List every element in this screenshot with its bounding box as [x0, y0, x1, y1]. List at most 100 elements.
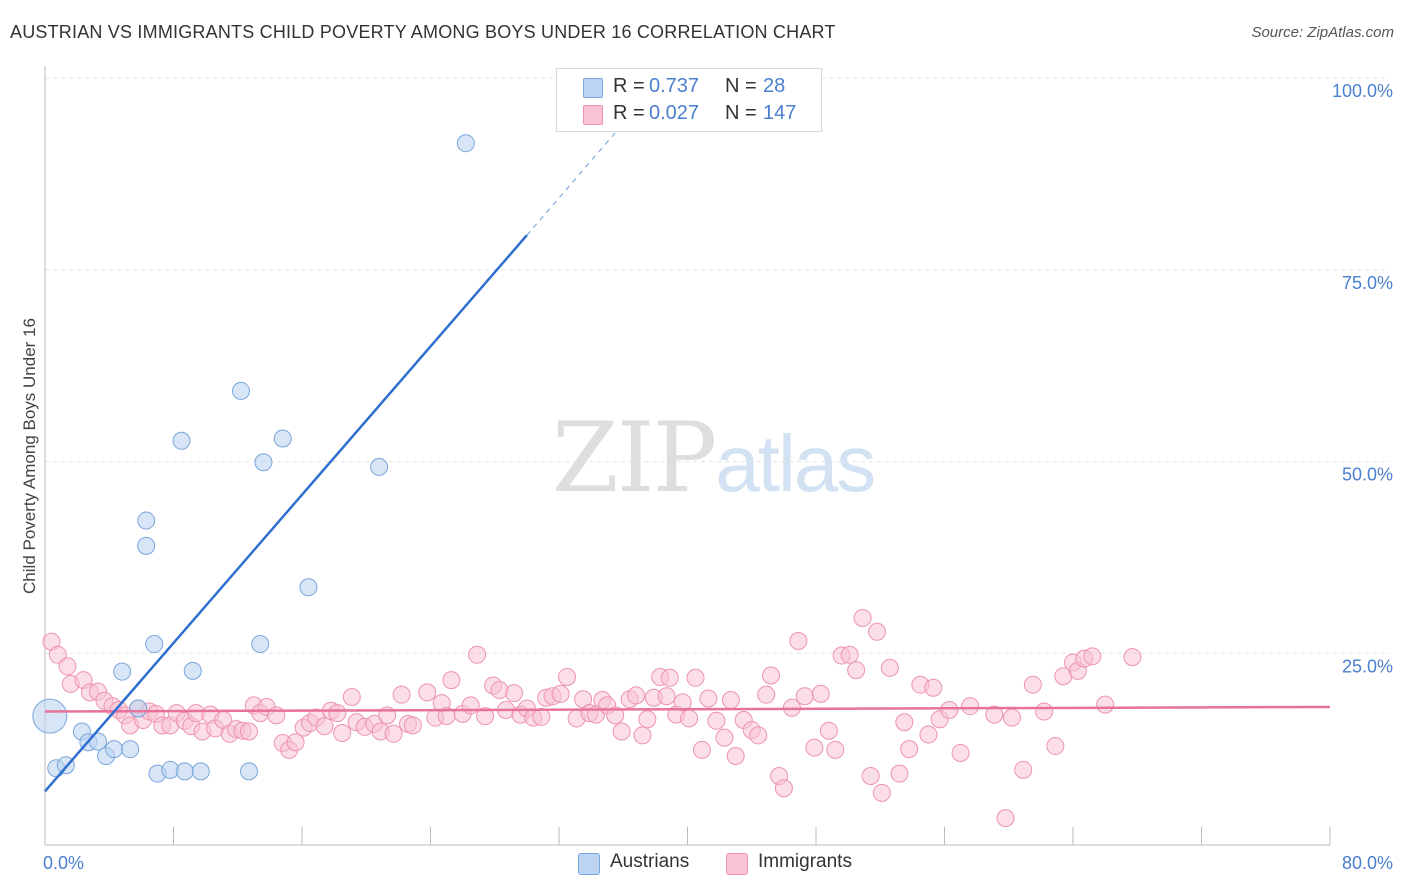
austrians-point — [273, 429, 292, 448]
immigrants-point — [657, 687, 676, 706]
immigrants-point — [551, 684, 570, 703]
legend-r-value: 0.737 — [649, 75, 700, 97]
legend-n-value: 147 — [763, 102, 797, 124]
immigrants-point — [532, 707, 551, 726]
y-tick-label: 75.0% — [1342, 273, 1393, 293]
austrians-point — [32, 698, 68, 734]
immigrants-point — [505, 684, 524, 703]
immigrants-point — [680, 709, 699, 728]
immigrants-point — [795, 687, 814, 706]
immigrants-point — [919, 725, 938, 744]
immigrants-point — [861, 766, 880, 785]
immigrants-point — [757, 685, 776, 704]
immigrants-point — [48, 645, 67, 664]
legend-n-label: N = — [725, 75, 757, 97]
austrians-trend-line — [44, 234, 528, 793]
immigrants-point — [996, 809, 1015, 828]
austrians-point — [113, 662, 132, 681]
immigrants-point — [638, 710, 657, 729]
immigrants-point — [692, 740, 711, 759]
austrians-swatch — [578, 853, 600, 875]
immigrants-point — [951, 743, 970, 762]
x-tick-label: 0.0% — [43, 853, 84, 873]
immigrants-point — [940, 701, 959, 720]
immigrants-trend-line — [44, 705, 1331, 713]
austrians-point — [251, 635, 270, 654]
austrians-point — [145, 635, 164, 654]
immigrants-point — [789, 631, 808, 650]
immigrants-point — [384, 724, 403, 743]
immigrants-point — [880, 658, 899, 677]
legend-r-value: 0.027 — [649, 102, 700, 124]
immigrants-point — [1046, 737, 1065, 756]
austrians-point — [105, 740, 124, 759]
immigrants-point — [924, 678, 943, 697]
immigrants-point — [476, 707, 495, 726]
watermark: ZIPatlas — [552, 402, 876, 514]
immigrants-point — [900, 740, 919, 759]
source-label: Source: ZipAtlas.com — [1251, 24, 1394, 41]
austrians-point — [137, 511, 156, 530]
legend-n-value: 28 — [763, 75, 786, 97]
immigrants-point — [819, 721, 838, 740]
legend-n-label: N = — [725, 102, 757, 124]
austrians-point — [129, 699, 148, 718]
immigrants-point — [58, 657, 77, 676]
immigrants-point — [1023, 675, 1042, 694]
bottom-legend-label: Immigrants — [758, 851, 852, 872]
immigrants-point — [403, 716, 422, 735]
immigrants-point — [660, 668, 679, 687]
immigrants-point — [606, 706, 625, 725]
immigrants-point — [612, 722, 631, 741]
immigrants-point — [699, 689, 718, 708]
austrians-point — [175, 762, 194, 781]
correlation-legend: R = 0.737 N = 28 R = 0.027 N = 147 — [556, 68, 822, 132]
immigrants-point — [726, 747, 745, 766]
immigrants-point — [468, 645, 487, 664]
immigrants-point — [774, 779, 793, 798]
legend-r-label: R = — [613, 75, 645, 97]
legend-r-label: R = — [613, 102, 645, 124]
austrians-point — [254, 453, 273, 472]
austrians-point — [172, 431, 191, 450]
immigrants-point — [1002, 708, 1021, 727]
immigrants-point — [239, 722, 258, 741]
immigrants-point — [333, 724, 352, 743]
austrians-point — [231, 381, 250, 400]
austrians-point — [137, 536, 156, 555]
immigrants-point — [1123, 648, 1142, 667]
immigrants-swatch — [583, 105, 603, 125]
immigrants-point — [707, 711, 726, 730]
immigrants-point — [286, 733, 305, 752]
immigrants-point — [749, 726, 768, 745]
y-tick-label: 25.0% — [1342, 656, 1393, 676]
austrians-point — [239, 762, 258, 781]
immigrants-point — [1096, 695, 1115, 714]
y-tick-label: 50.0% — [1342, 465, 1393, 485]
immigrants-point — [392, 685, 411, 704]
austrians-point — [121, 740, 140, 759]
immigrants-point — [1083, 647, 1102, 666]
austrians-point — [370, 457, 389, 476]
immigrants-point — [811, 684, 830, 703]
immigrants-point — [627, 686, 646, 705]
bottom-legend-label: Austrians — [610, 851, 690, 872]
immigrants-point — [1014, 760, 1033, 779]
watermark-zip: ZIP — [552, 402, 717, 514]
immigrants-point — [328, 704, 347, 723]
y-tick-label: 100.0% — [1332, 81, 1393, 101]
immigrants-point — [673, 693, 692, 712]
immigrants-point — [847, 661, 866, 680]
immigrants-point — [721, 691, 740, 710]
immigrants-point — [868, 622, 887, 641]
immigrants-point — [342, 687, 361, 706]
immigrants-point — [686, 668, 705, 687]
immigrants-point — [442, 671, 461, 690]
immigrants-point — [633, 726, 652, 745]
watermark-atlas: atlas — [715, 419, 876, 508]
immigrants-point — [762, 666, 781, 685]
austrians-point — [299, 578, 318, 597]
austrians-point — [456, 134, 475, 153]
immigrants-point — [1035, 702, 1054, 721]
